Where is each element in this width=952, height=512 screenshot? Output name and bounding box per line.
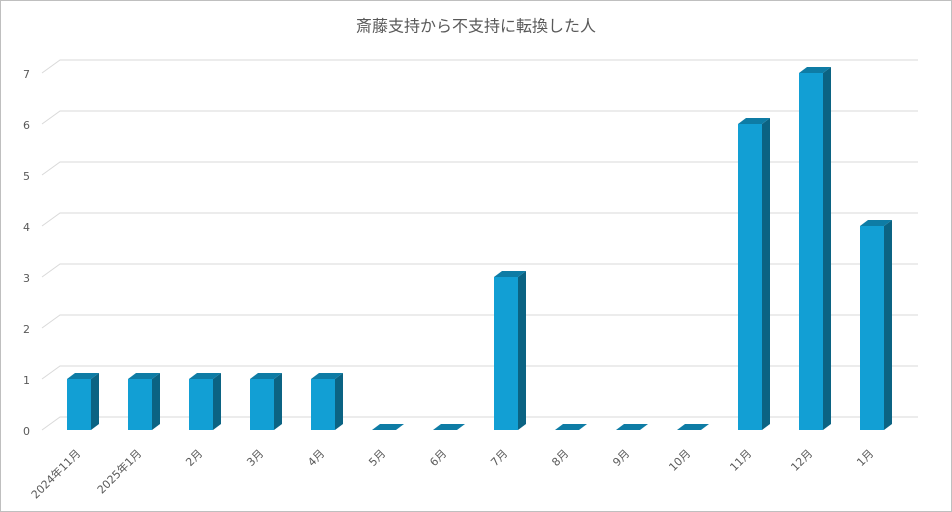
bar-top [738,118,770,124]
bar-top [128,373,160,379]
bar-top [616,424,648,430]
grid-line [41,161,918,176]
y-tick-label: 7 [23,68,30,81]
y-tick-label: 5 [23,170,30,183]
bar-side [152,373,160,430]
chart-title: 斎藤支持から不支持に転換した人 [356,17,596,36]
bar [433,424,465,430]
grid-line [41,365,918,380]
y-tick-label: 1 [23,374,30,387]
bar [128,373,160,430]
bar [799,67,831,430]
grid-line [41,263,918,278]
bar-top [433,424,465,430]
bar [494,271,526,430]
y-tick-label: 0 [23,425,30,438]
bar-top [677,424,709,430]
bar [250,373,282,430]
bar [67,373,99,430]
grid-line [41,110,918,125]
bar-front [860,226,884,430]
bar [555,424,587,430]
bar-side [762,118,770,430]
bar-front [250,379,274,430]
bar [860,220,892,430]
bar-side [274,373,282,430]
grid-line [41,314,918,329]
grid-line [41,212,918,227]
bar-front [189,379,213,430]
bar [311,373,343,430]
y-tick-label: 4 [23,221,30,234]
grid-line [41,59,918,74]
bar-side [213,373,221,430]
bar-front [738,124,762,430]
y-tick-label: 6 [23,119,30,132]
bar [677,424,709,430]
bar-side [91,373,99,430]
bar [738,118,770,430]
bar-top [250,373,282,379]
bar-top [372,424,404,430]
grid-line [41,416,918,431]
bar-front [128,379,152,430]
bar-top [494,271,526,277]
bar-top [189,373,221,379]
bar [616,424,648,430]
bar-side [823,67,831,430]
bar-front [67,379,91,430]
bar-front [311,379,335,430]
bar-side [335,373,343,430]
bar [189,373,221,430]
bar-front [494,277,518,430]
bar-top [67,373,99,379]
bar-top [860,220,892,226]
bar [372,424,404,430]
y-tick-label: 3 [23,272,30,285]
bar-top [311,373,343,379]
bar-front [799,73,823,430]
y-tick-label: 2 [23,323,30,336]
bar-top [555,424,587,430]
bar-side [884,220,892,430]
bar-side [518,271,526,430]
bar-top [799,67,831,73]
